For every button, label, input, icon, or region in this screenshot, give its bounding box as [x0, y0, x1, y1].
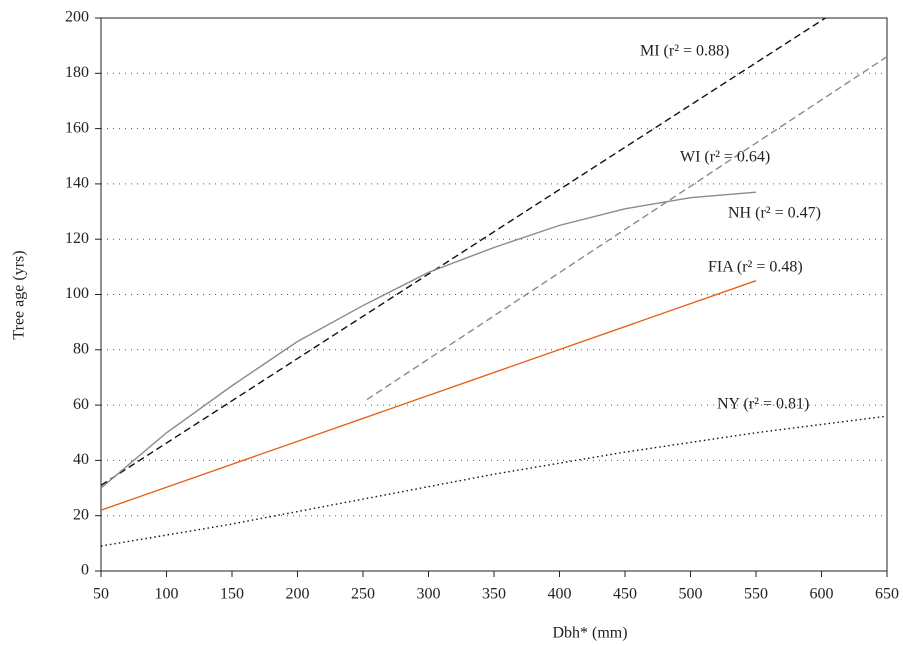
x-tick-label: 150 — [220, 586, 244, 603]
x-tick-label: 250 — [351, 586, 375, 603]
x-tick-label: 500 — [679, 586, 703, 603]
x-tick-label: 300 — [417, 586, 441, 603]
x-tick-label: 550 — [744, 586, 768, 603]
x-tick-label: 50 — [93, 586, 109, 603]
x-tick-label: 100 — [155, 586, 179, 603]
y-tick-label: 200 — [65, 9, 89, 26]
y-tick-label: 20 — [73, 506, 89, 523]
y-tick-label: 40 — [73, 451, 89, 468]
y-tick-label: 0 — [81, 562, 89, 579]
x-tick-label: 650 — [875, 586, 899, 603]
series-label: WI (r² = 0.64) — [680, 149, 770, 166]
x-tick-label: 350 — [482, 586, 506, 603]
y-axis-label: Tree age (yrs) — [11, 250, 28, 339]
series-line — [366, 56, 888, 401]
y-tick-label: 80 — [73, 340, 89, 357]
plot-frame — [100, 17, 888, 572]
x-tick-label: 400 — [548, 586, 572, 603]
y-tick-label: 160 — [65, 119, 89, 136]
y-tick-label: 100 — [65, 285, 89, 302]
y-tick-label: 120 — [65, 230, 89, 247]
series-line — [100, 191, 757, 489]
series-label: MI (r² = 0.88) — [640, 43, 729, 60]
series-label: NH (r² = 0.47) — [728, 205, 821, 222]
series-line — [100, 415, 888, 547]
x-tick-label: 600 — [810, 586, 834, 603]
x-tick-label: 450 — [613, 586, 637, 603]
series-line — [100, 280, 757, 511]
y-tick-label: 60 — [73, 396, 89, 413]
series-line — [100, 17, 826, 486]
series-label: NY (r² = 0.81) — [717, 396, 809, 413]
series-label: FIA (r² = 0.48) — [708, 259, 803, 276]
x-axis-label: Dbh* (mm) — [552, 625, 627, 642]
y-tick-label: 140 — [65, 175, 89, 192]
y-tick-label: 180 — [65, 64, 89, 81]
x-tick-label: 200 — [286, 586, 310, 603]
